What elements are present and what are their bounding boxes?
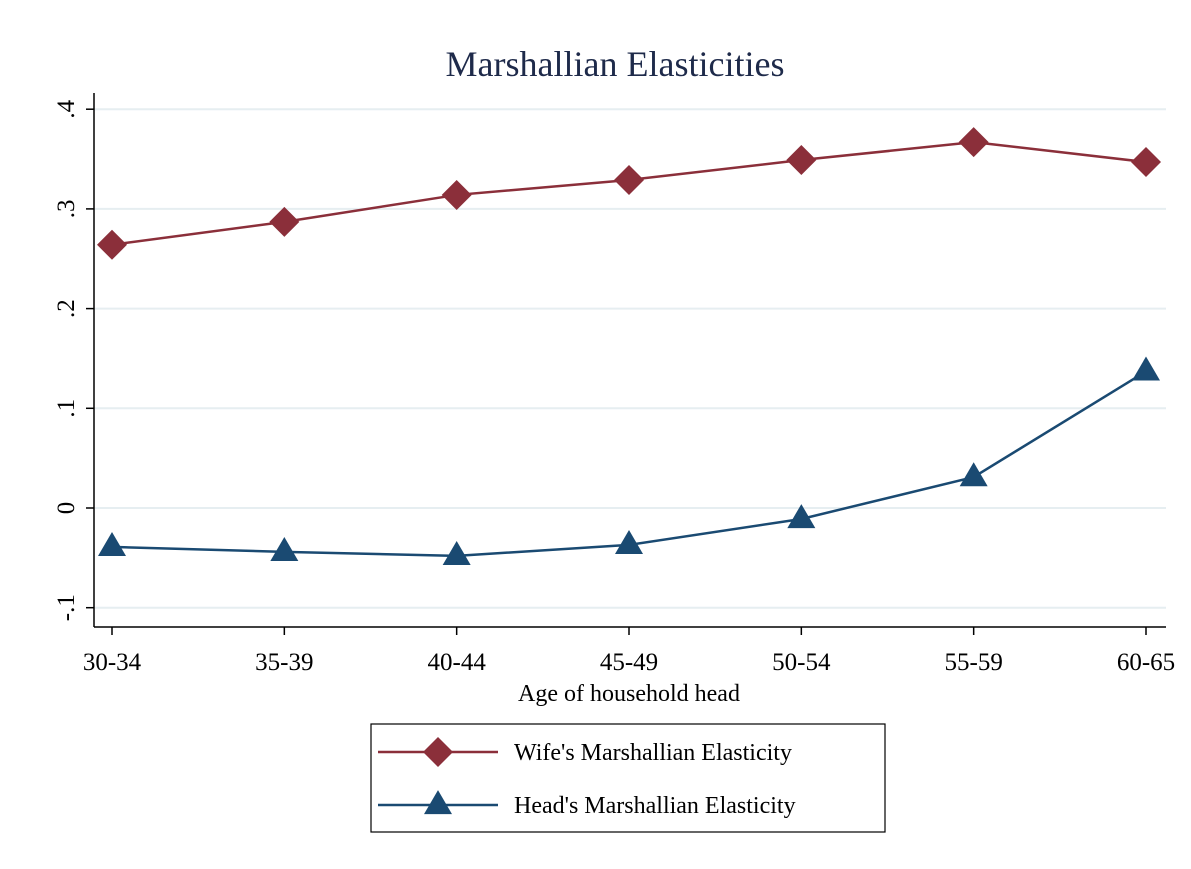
chart-title: Marshallian Elasticities <box>446 44 785 84</box>
y-tick-label: .4 <box>53 99 80 118</box>
y-tick-label: .3 <box>53 200 80 219</box>
y-axis-ticks: -.1 0 .1 .2 .3 .4 <box>53 99 94 621</box>
y-tick-label: 0 <box>53 502 80 515</box>
y-tick-label: -.1 <box>53 594 80 621</box>
data-point <box>958 127 989 158</box>
x-tick-label: 45-49 <box>600 649 658 676</box>
data-point <box>97 229 127 260</box>
data-point <box>98 532 126 557</box>
legend-box <box>370 723 886 833</box>
legend-item: Head's Marshallian Elasticity <box>378 790 796 819</box>
x-tick-label: 60-65 <box>1117 649 1175 676</box>
x-axis-label: Age of household head <box>518 681 740 707</box>
x-tick-label: 50-54 <box>772 649 831 676</box>
x-tick-label: 30-34 <box>83 649 142 676</box>
data-point <box>959 462 988 487</box>
x-axis-ticks: 30-34 35-39 40-44 45-49 50-54 55-59 60-65 <box>83 627 1175 676</box>
data-point <box>787 504 816 529</box>
data-point <box>442 540 471 565</box>
data-point <box>615 530 643 555</box>
data-point <box>270 536 299 561</box>
x-tick-label: 35-39 <box>255 649 313 676</box>
legend-swatch-marker <box>424 790 452 815</box>
legend: Wife's Marshallian Elasticity Head's Mars… <box>370 723 886 833</box>
legend-items: Wife's Marshallian Elasticity Head's Mars… <box>378 737 796 819</box>
data-point <box>269 206 300 237</box>
legend-label: Wife's Marshallian Elasticity <box>514 740 792 766</box>
series-wife <box>97 127 1161 260</box>
x-tick-label: 55-59 <box>945 649 1003 676</box>
legend-item: Wife's Marshallian Elasticity <box>378 737 792 767</box>
data-point <box>441 179 472 210</box>
series-head <box>98 356 1160 565</box>
data-point <box>786 145 817 176</box>
data-point <box>614 164 644 195</box>
y-tick-label: .2 <box>53 299 80 318</box>
gridlines <box>94 108 1166 609</box>
y-tick-label: .1 <box>53 399 80 418</box>
legend-swatch-marker <box>423 737 453 767</box>
x-tick-label: 40-44 <box>428 649 487 676</box>
series-layer <box>97 127 1161 565</box>
data-point <box>1132 356 1160 381</box>
data-point <box>1131 147 1161 178</box>
legend-label: Head's Marshallian Elasticity <box>514 793 796 819</box>
